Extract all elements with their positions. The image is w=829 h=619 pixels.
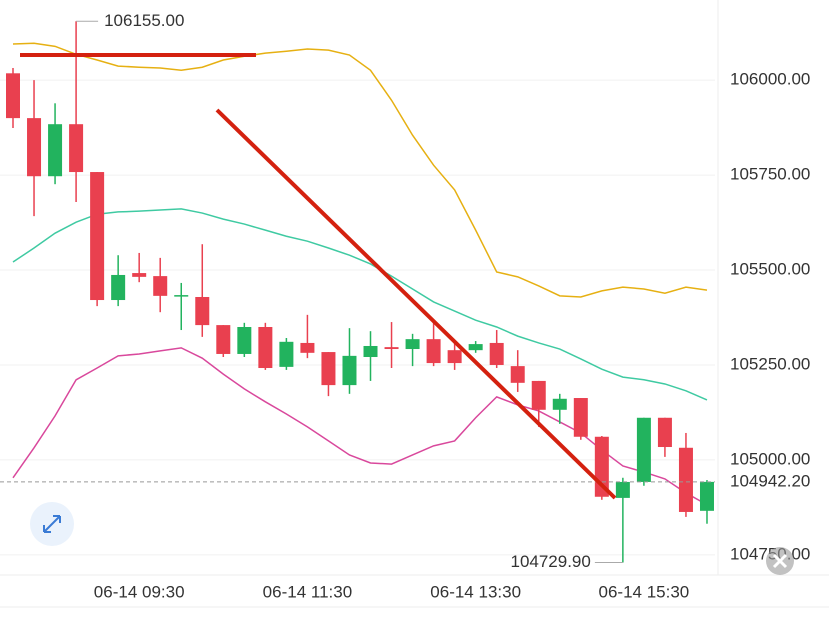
candle-body [27,118,42,177]
x-tick-label: 06-14 11:30 [263,582,352,601]
last-price-label: 104942.20 [730,471,810,490]
candle-body [69,124,84,173]
x-tick-label: 06-14 13:30 [430,582,521,601]
candle-body [237,326,252,354]
candle-body [615,481,630,498]
candle-body [426,339,441,364]
expand-button[interactable] [30,502,74,546]
min-annotation-label: 104729.90 [510,552,590,571]
logo-button[interactable] [766,547,794,575]
candle-body [468,344,483,351]
candle-body [300,342,315,353]
candle-body [384,347,399,350]
candle-body [321,352,336,386]
drawn-trend-line [215,108,617,500]
band-line [12,347,708,506]
candle-body [489,342,504,365]
candle-body [552,398,567,410]
last-price-box [722,469,829,494]
y-tick-label: 105500.00 [730,260,810,279]
candle-body [48,124,63,177]
band-line [12,42,708,298]
candle-body [195,296,210,326]
candle-body [657,417,672,448]
band-line [12,208,708,401]
candle-body [216,325,231,354]
candle-body [6,73,20,119]
candle-body [699,481,714,511]
x-tick-label: 06-14 15:30 [599,582,690,601]
x-tick-label: 06-14 09:30 [94,582,185,601]
candle-body [573,398,588,437]
max-annotation-label: 106155.00 [104,11,184,30]
candle-body [342,355,357,386]
candle-body [279,341,294,367]
candle-body [447,350,462,364]
candle-body [678,447,693,512]
candle-body [636,417,651,482]
candle-body [510,366,525,383]
candle-body [90,172,105,301]
y-tick-label: 105750.00 [730,165,810,184]
y-tick-label: 105250.00 [730,354,810,373]
candle-body [258,326,273,369]
candle-body [174,295,189,297]
candle-body [405,339,420,350]
y-tick-label: 106000.00 [730,70,810,89]
candle-body [111,274,126,301]
y-tick-label: 105000.00 [730,449,810,468]
candle-body [153,276,168,296]
candle-body [363,345,378,358]
candle-body [531,380,546,410]
plot: 104750.00105000.00105250.00105500.001057… [0,11,829,601]
candle-body [132,273,147,277]
